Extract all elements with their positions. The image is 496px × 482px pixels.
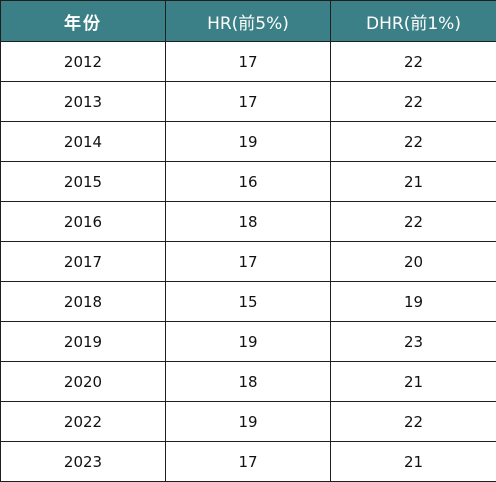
- cell-year: 2022: [1, 402, 166, 442]
- cell-hr: 19: [166, 122, 331, 162]
- cell-dhr: 20: [331, 242, 496, 282]
- cell-year: 2014: [1, 122, 166, 162]
- table-row: 2023 17 21: [1, 442, 496, 482]
- cell-dhr: 22: [331, 82, 496, 122]
- table-row: 2014 19 22: [1, 122, 496, 162]
- cell-year: 2020: [1, 362, 166, 402]
- cell-dhr: 22: [331, 402, 496, 442]
- table-row: 2015 16 21: [1, 162, 496, 202]
- table-row: 2017 17 20: [1, 242, 496, 282]
- cell-hr: 17: [166, 442, 331, 482]
- column-header-year: 年份: [1, 1, 166, 42]
- cell-dhr: 21: [331, 162, 496, 202]
- table-body: 2012 17 22 2013 17 22 2014 19 22 2015 16…: [1, 42, 496, 482]
- cell-hr: 17: [166, 42, 331, 82]
- header-row: 年份 HR(前5%) DHR(前1%): [1, 1, 496, 42]
- cell-dhr: 21: [331, 442, 496, 482]
- cell-hr: 18: [166, 202, 331, 242]
- cell-hr: 19: [166, 402, 331, 442]
- cell-dhr: 21: [331, 362, 496, 402]
- cell-year: 2018: [1, 282, 166, 322]
- table-header: 年份 HR(前5%) DHR(前1%): [1, 1, 496, 42]
- cell-hr: 19: [166, 322, 331, 362]
- table-row: 2020 18 21: [1, 362, 496, 402]
- cell-hr: 15: [166, 282, 331, 322]
- cell-hr: 17: [166, 242, 331, 282]
- cell-year: 2019: [1, 322, 166, 362]
- cell-dhr: 22: [331, 122, 496, 162]
- cell-dhr: 22: [331, 202, 496, 242]
- cell-year: 2012: [1, 42, 166, 82]
- cell-hr: 16: [166, 162, 331, 202]
- table-row: 2022 19 22: [1, 402, 496, 442]
- table-row: 2016 18 22: [1, 202, 496, 242]
- table-row: 2012 17 22: [1, 42, 496, 82]
- cell-dhr: 23: [331, 322, 496, 362]
- column-header-hr: HR(前5%): [166, 1, 331, 42]
- cell-dhr: 22: [331, 42, 496, 82]
- cell-dhr: 19: [331, 282, 496, 322]
- column-header-dhr: DHR(前1%): [331, 1, 496, 42]
- cell-year: 2023: [1, 442, 166, 482]
- cell-year: 2016: [1, 202, 166, 242]
- table-row: 2018 15 19: [1, 282, 496, 322]
- table-row: 2013 17 22: [1, 82, 496, 122]
- cell-year: 2015: [1, 162, 166, 202]
- cell-hr: 18: [166, 362, 331, 402]
- cell-year: 2017: [1, 242, 166, 282]
- cell-year: 2013: [1, 82, 166, 122]
- table-row: 2019 19 23: [1, 322, 496, 362]
- cell-hr: 17: [166, 82, 331, 122]
